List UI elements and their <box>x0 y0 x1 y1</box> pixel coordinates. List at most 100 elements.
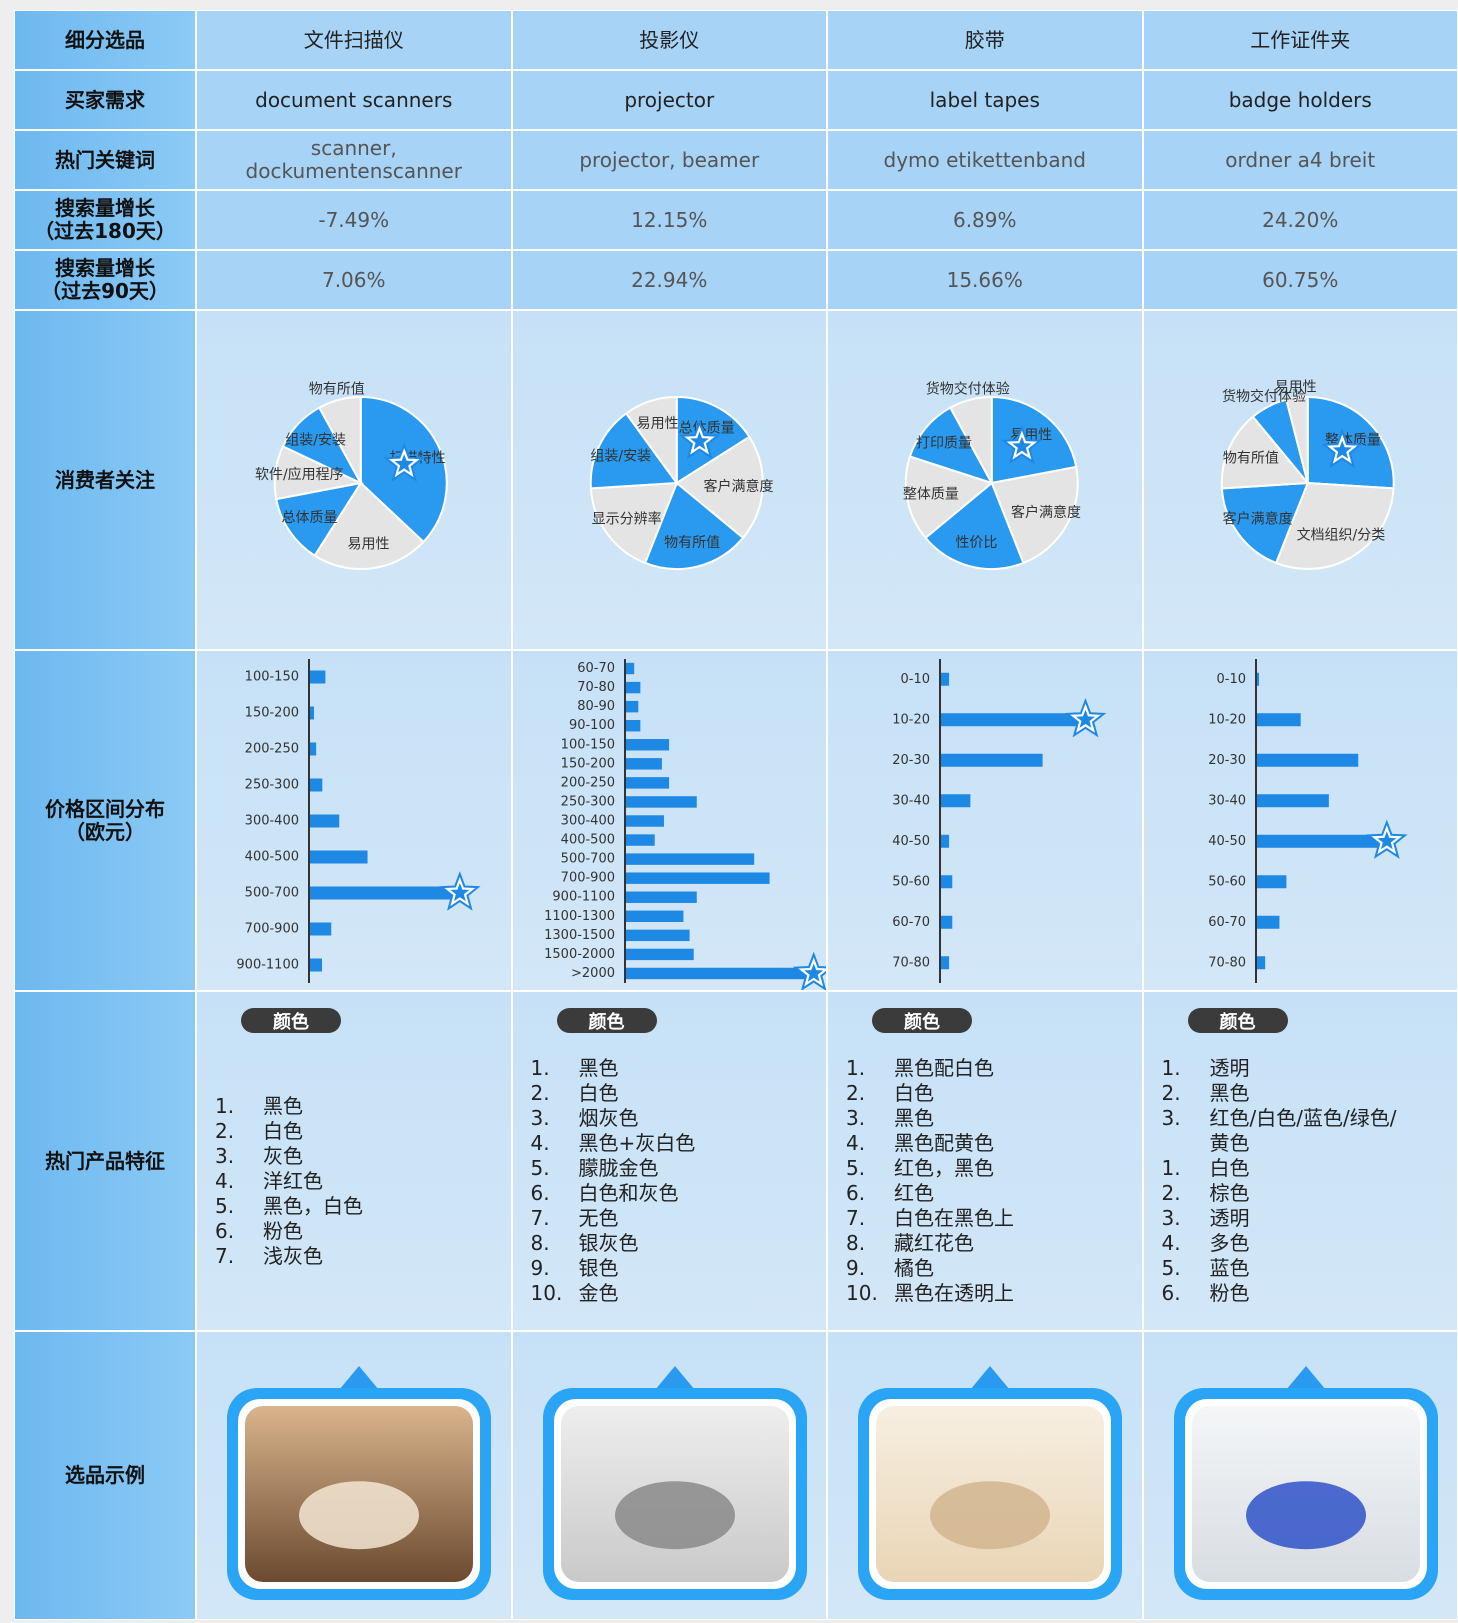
feature-text: 白色在黑色上 <box>894 1206 1014 1231</box>
feature-text: 白色 <box>263 1119 303 1144</box>
pie-cell: 整体质量文档组织/分类客户满意度物有所值货物交付体验易用性 <box>1143 310 1458 650</box>
bar <box>941 754 1043 767</box>
cell-text: 文件扫描仪 <box>196 10 512 70</box>
bar <box>626 853 754 864</box>
bar <box>1257 713 1301 726</box>
bar <box>626 968 814 979</box>
bar-category: 400-500 <box>245 850 299 865</box>
feature-num: 1. <box>846 1056 894 1081</box>
bar <box>626 911 683 922</box>
feature-item: 6.粉色 <box>1162 1281 1448 1306</box>
frame-pointer <box>970 1366 1010 1390</box>
feature-text: 黑色 <box>579 1056 619 1081</box>
feature-text: 黑色 <box>894 1106 934 1131</box>
bar <box>941 794 970 807</box>
row-header: 选品示例 <box>14 1331 196 1620</box>
bar-category: 1300-1500 <box>544 928 615 943</box>
row-header: 搜索量增长 （过去90天） <box>14 250 196 310</box>
example-object <box>930 1481 1050 1549</box>
feature-item: 2.白色 <box>846 1081 1132 1106</box>
feature-text: 白色 <box>579 1081 619 1106</box>
feature-item: 3.黑色 <box>846 1106 1132 1131</box>
bar <box>1257 956 1265 969</box>
row-header: 细分选品 <box>14 10 196 70</box>
feature-item: 3.烟灰色 <box>531 1106 817 1131</box>
example-cell <box>827 1331 1143 1620</box>
feature-num: 2. <box>1162 1181 1210 1206</box>
pie-label: 显示分辨率 <box>591 510 661 527</box>
bar <box>310 851 368 864</box>
feature-tag: 颜色 <box>241 1008 341 1033</box>
row-header: 买家需求 <box>14 70 196 130</box>
feature-num: 1. <box>1162 1056 1210 1081</box>
pie-label: 物有所值 <box>664 535 720 551</box>
feature-item: 2.棕色 <box>1162 1181 1448 1206</box>
feature-item: 1.白色 <box>1162 1156 1448 1181</box>
bar-category: 1500-2000 <box>544 947 615 962</box>
bar <box>1257 875 1286 888</box>
cell-text: 6.89% <box>827 190 1143 250</box>
bar <box>310 743 316 756</box>
feature-item: 6.白色和灰色 <box>531 1181 817 1206</box>
bar-category: 700-900 <box>560 871 614 886</box>
feature-text: 银色 <box>579 1256 619 1281</box>
pie-label: 组装/安装 <box>590 449 651 465</box>
cell-text: scanner, dockumentenscanner <box>196 130 512 190</box>
bar-category: 150-200 <box>560 756 614 771</box>
bar-category: 30-40 <box>1208 793 1246 808</box>
feature-text: 蓝色 <box>1210 1256 1250 1281</box>
feature-text: 烟灰色 <box>579 1106 639 1131</box>
example-cell <box>512 1331 828 1620</box>
bar <box>310 707 314 720</box>
bar-category: 250-300 <box>245 778 299 793</box>
bar <box>1257 916 1279 929</box>
feature-text: 橘色 <box>894 1256 934 1281</box>
feature-item: 8.银灰色 <box>531 1231 817 1256</box>
feature-num: 1. <box>215 1094 263 1119</box>
bar <box>626 834 655 845</box>
feature-num: 2. <box>531 1081 579 1106</box>
pie-label: 组装/安装 <box>285 433 346 449</box>
feature-text: 多色 <box>1210 1231 1250 1256</box>
bar-category: 10-20 <box>1208 712 1246 727</box>
bar-category: 20-30 <box>892 753 930 768</box>
feature-text: 黑色在透明上 <box>894 1281 1014 1306</box>
bar <box>941 673 949 686</box>
bar-category: 50-60 <box>892 874 930 889</box>
feature-text: 白色和灰色 <box>579 1181 679 1206</box>
cell-text: 60.75% <box>1143 250 1458 310</box>
feature-num: 4. <box>846 1131 894 1156</box>
example-object <box>299 1481 419 1549</box>
bar <box>626 892 697 903</box>
bar-category: 50-60 <box>1208 874 1246 889</box>
feature-item: 7.白色在黑色上 <box>846 1206 1132 1231</box>
feature-item: 2.白色 <box>531 1081 817 1106</box>
bar <box>310 959 322 972</box>
example-frame <box>197 1332 511 1619</box>
feature-text: 黑色配白色 <box>894 1056 994 1081</box>
pie-cell: 易用性客户满意度性价比整体质量打印质量货物交付体验 <box>827 310 1143 650</box>
bar <box>310 779 322 792</box>
example-frame <box>828 1332 1142 1619</box>
feature-item: 9.橘色 <box>846 1256 1132 1281</box>
feature-num: 6. <box>531 1181 579 1206</box>
feature-text: 白色 <box>1210 1156 1250 1181</box>
page: 细分选品买家需求热门关键词搜索量增长 （过去180天）搜索量增长 （过去90天）… <box>0 0 1458 1620</box>
feature-item: 3.灰色 <box>215 1144 501 1169</box>
bar-category: 40-50 <box>1208 834 1246 849</box>
pie-cell: 总体质量客户满意度物有所值显示分辨率组装/安装易用性 <box>512 310 828 650</box>
bar-category: 100-150 <box>245 670 299 685</box>
bar <box>626 758 662 769</box>
feature-num: 2. <box>215 1119 263 1144</box>
feature-num: 6. <box>215 1219 263 1244</box>
row-header: 热门产品特征 <box>14 991 196 1331</box>
bar-category: 100-150 <box>560 737 614 752</box>
row-header: 热门关键词 <box>14 130 196 190</box>
bar-category: 900-1100 <box>236 958 299 973</box>
cell-text: 15.66% <box>827 250 1143 310</box>
